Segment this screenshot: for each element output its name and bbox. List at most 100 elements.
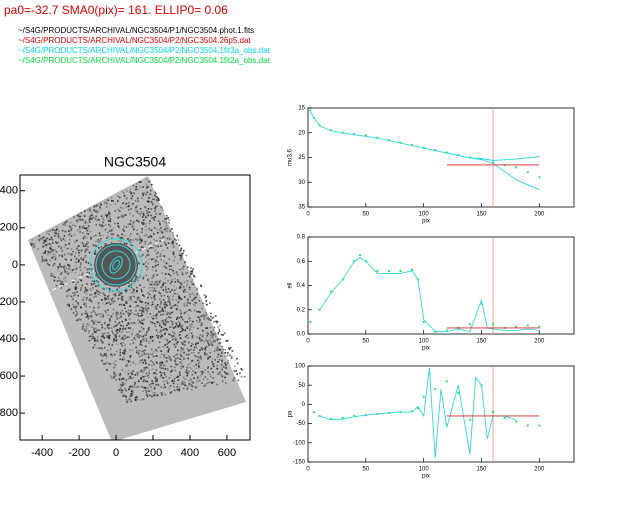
speckle	[90, 311, 93, 314]
speckle	[96, 276, 98, 278]
speckle	[187, 326, 190, 328]
speckle	[123, 195, 126, 197]
speckle	[187, 357, 189, 360]
y-tick-label: 200	[0, 222, 18, 234]
speckle	[125, 363, 128, 366]
speckle	[198, 317, 201, 319]
speckle	[142, 335, 145, 338]
speckle	[194, 355, 196, 357]
speckle	[84, 245, 87, 247]
speckle	[153, 238, 155, 241]
speckle	[140, 322, 142, 324]
speckle	[157, 335, 160, 337]
speckle	[177, 341, 179, 343]
speckle	[141, 310, 143, 312]
speckle	[75, 286, 77, 289]
speckle	[204, 369, 206, 371]
speckle	[130, 220, 132, 222]
x-tick-label: 150	[476, 467, 487, 473]
speckle	[207, 355, 210, 358]
data-point	[422, 146, 425, 149]
speckle	[120, 324, 122, 327]
speckle	[187, 349, 190, 352]
data-point	[434, 149, 437, 152]
speckle	[178, 386, 181, 389]
speckle	[113, 377, 116, 380]
speckle	[166, 237, 169, 240]
speckle	[89, 217, 92, 220]
speckle	[176, 316, 179, 319]
speckle	[57, 276, 60, 279]
speckle	[143, 352, 146, 354]
speckle	[139, 320, 141, 323]
speckle	[107, 220, 110, 222]
speckle	[153, 296, 155, 298]
speckle	[62, 266, 65, 268]
speckle	[209, 302, 211, 304]
speckle	[157, 347, 159, 349]
x-tick-label: 200	[534, 339, 545, 345]
speckle	[164, 242, 166, 244]
speckle	[152, 355, 155, 358]
speckle	[159, 305, 161, 308]
speckle	[183, 344, 186, 347]
speckle	[131, 349, 134, 352]
speckle	[131, 195, 134, 197]
speckle	[200, 324, 203, 327]
speckle	[166, 351, 168, 353]
speckle	[111, 234, 114, 236]
speckle	[162, 367, 164, 370]
speckle	[125, 365, 127, 367]
speckle	[77, 294, 79, 297]
speckle	[156, 308, 158, 310]
speckle	[131, 225, 133, 228]
speckle	[129, 318, 131, 321]
speckle	[103, 337, 105, 339]
speckle	[87, 331, 90, 334]
speckle	[136, 372, 138, 374]
speckle	[205, 295, 207, 298]
speckle	[73, 292, 76, 294]
speckle	[95, 224, 97, 226]
speckle	[108, 223, 110, 226]
speckle	[78, 254, 80, 257]
speckle	[127, 398, 130, 401]
speckle	[120, 338, 123, 340]
speckle	[68, 264, 70, 267]
speckle	[93, 321, 95, 323]
speckle	[81, 242, 83, 244]
speckle	[128, 361, 130, 363]
speckle	[168, 316, 170, 318]
data-point	[468, 323, 471, 326]
speckle	[129, 349, 131, 351]
speckle	[160, 205, 162, 208]
speckle	[204, 376, 207, 378]
speckle	[164, 386, 167, 389]
speckle	[91, 217, 94, 219]
speckle	[226, 373, 229, 375]
speckle	[112, 242, 115, 244]
speckle	[192, 349, 195, 351]
speckle	[144, 302, 147, 304]
speckle	[179, 374, 181, 376]
speckle	[104, 346, 106, 349]
speckle	[127, 360, 129, 362]
speckle	[105, 243, 108, 246]
speckle	[204, 349, 207, 352]
speckle	[159, 213, 161, 215]
speckle	[152, 275, 155, 277]
speckle	[144, 205, 146, 208]
speckle	[69, 241, 71, 244]
speckle	[143, 378, 145, 381]
speckle	[155, 240, 158, 242]
speckle	[40, 238, 42, 240]
speckle	[97, 285, 100, 287]
speckle	[217, 361, 219, 363]
speckle	[151, 395, 153, 398]
speckle	[120, 303, 123, 306]
speckle	[173, 238, 176, 240]
speckle	[200, 284, 202, 287]
speckle	[151, 348, 153, 351]
speckle	[93, 329, 95, 332]
speckle	[153, 298, 156, 301]
